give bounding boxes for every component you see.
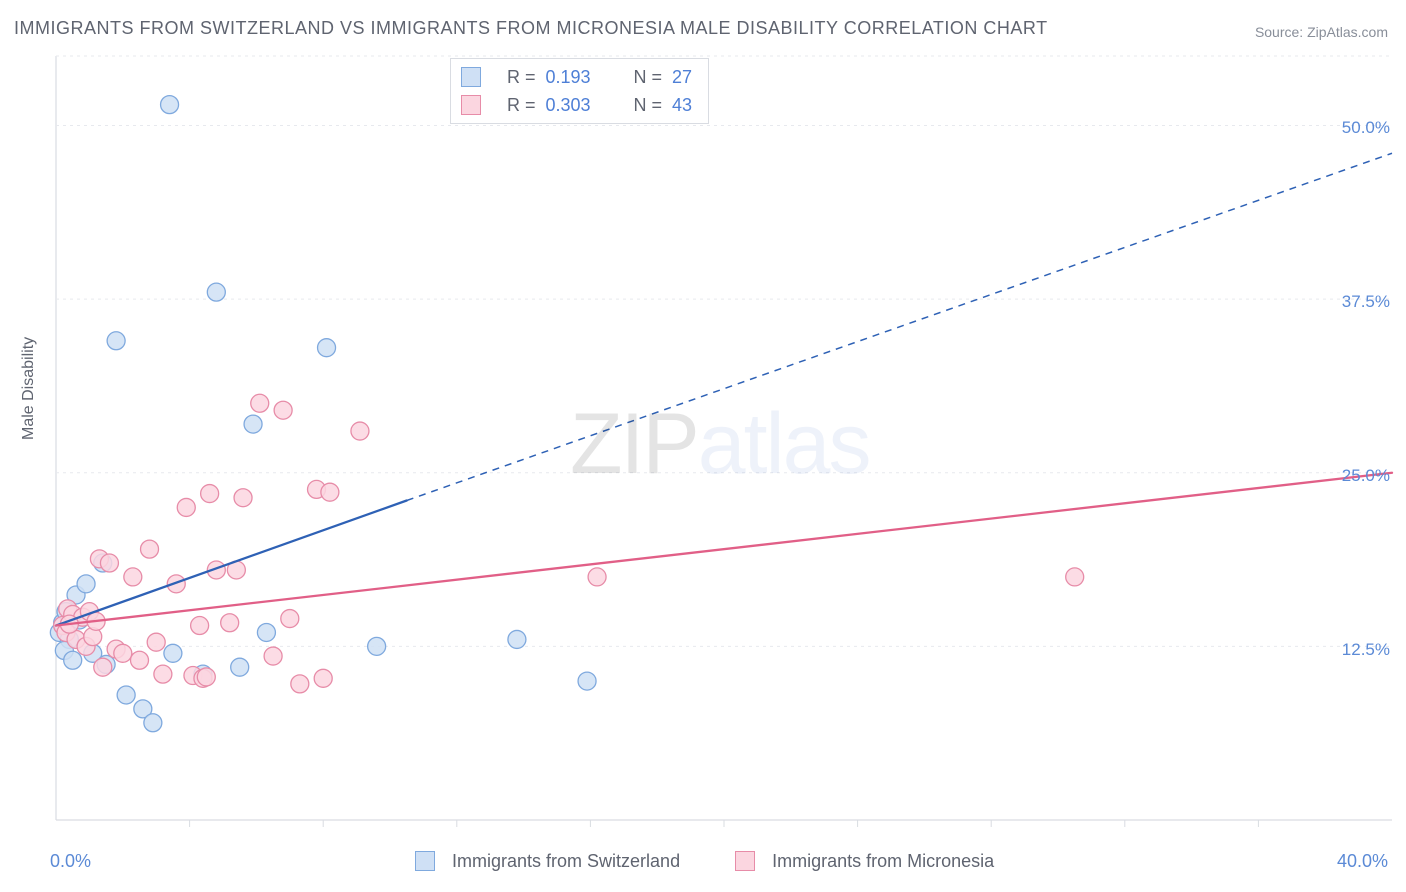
ytick-3: 50.0%: [1342, 118, 1390, 138]
r-label: R =: [507, 91, 536, 119]
chart-svg: [0, 0, 1406, 892]
r-label: R =: [507, 63, 536, 91]
legend-top-row-1: R = 0.303 N = 43: [461, 91, 692, 119]
legend-bottom: Immigrants from Switzerland Immigrants f…: [415, 851, 994, 872]
legend-bottom-label-0: Immigrants from Switzerland: [452, 851, 680, 871]
legend-bottom-item-0: Immigrants from Switzerland: [415, 851, 680, 872]
legend-bottom-item-1: Immigrants from Micronesia: [735, 851, 994, 872]
n-value-0: 27: [672, 63, 692, 91]
legend-top-row-0: R = 0.193 N = 27: [461, 63, 692, 91]
source-label: Source: ZipAtlas.com: [1255, 24, 1388, 40]
legend-bottom-swatch-0: [415, 851, 435, 871]
legend-swatch-0: [461, 67, 481, 87]
r-value-0: 0.193: [546, 63, 606, 91]
r-value-1: 0.303: [546, 91, 606, 119]
xtick-min: 0.0%: [50, 851, 91, 872]
ytick-2: 37.5%: [1342, 292, 1390, 312]
chart-root: IMMIGRANTS FROM SWITZERLAND VS IMMIGRANT…: [0, 0, 1406, 892]
xtick-max: 40.0%: [1337, 851, 1388, 872]
legend-bottom-label-1: Immigrants from Micronesia: [772, 851, 994, 871]
ytick-0: 12.5%: [1342, 640, 1390, 660]
legend-top: R = 0.193 N = 27 R = 0.303 N = 43: [450, 58, 709, 124]
n-value-1: 43: [672, 91, 692, 119]
legend-bottom-swatch-1: [735, 851, 755, 871]
ytick-1: 25.0%: [1342, 466, 1390, 486]
legend-swatch-1: [461, 95, 481, 115]
n-label: N =: [634, 91, 663, 119]
n-label: N =: [634, 63, 663, 91]
y-axis-label: Male Disability: [20, 337, 38, 440]
chart-title: IMMIGRANTS FROM SWITZERLAND VS IMMIGRANT…: [14, 18, 1048, 39]
